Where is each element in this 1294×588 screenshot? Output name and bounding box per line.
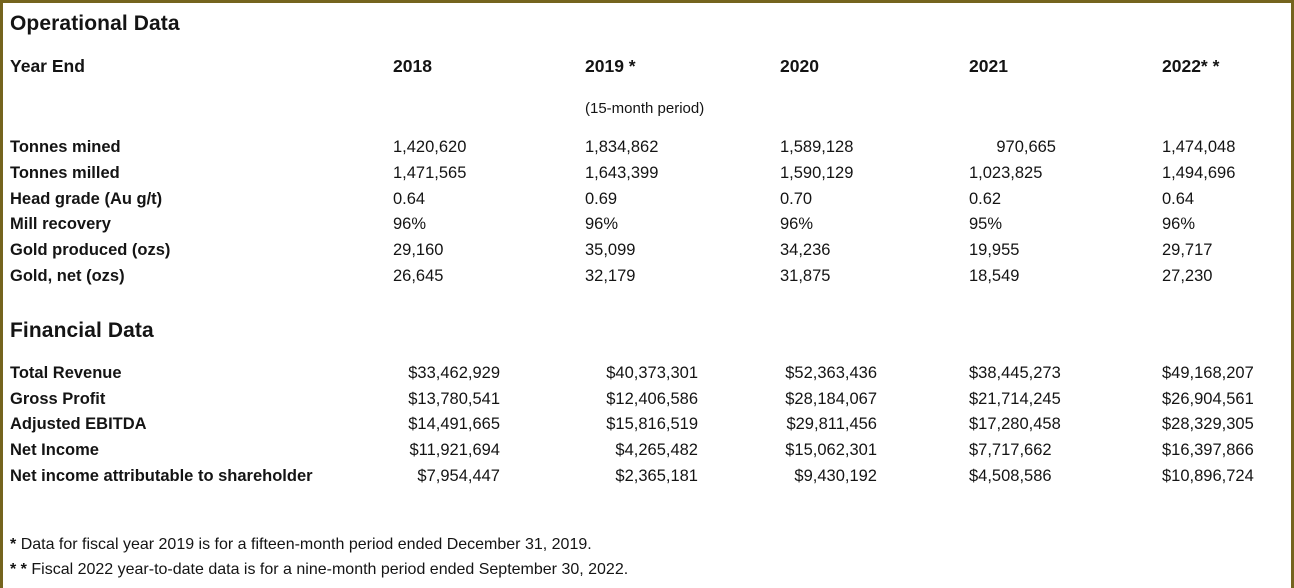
table-row: Total Revenue $33,462,929 $40,373,301 $5… — [10, 361, 1291, 387]
row-label: Net Income — [10, 441, 99, 460]
cell: $33,462,929 — [408, 363, 500, 382]
cell: $15,062,301 — [785, 441, 877, 460]
cell: 96% — [780, 215, 814, 234]
table-row: Tonnes mined 1,420,620 1,834,862 1,589,1… — [10, 135, 1291, 161]
row-label: Head grade (Au g/t) — [10, 189, 163, 208]
table-row: Head grade (Au g/t) 0.64 0.69 0.70 0.62 … — [10, 187, 1291, 213]
cell: 0.69 — [585, 189, 618, 208]
footnote-marker: * — [10, 535, 17, 553]
row-label: Tonnes milled — [10, 163, 120, 182]
footnote-2019: * Data for fiscal year 2019 is for a fif… — [10, 532, 1291, 557]
year-end-label: Year End — [10, 56, 85, 76]
cell: $13,780,541 — [408, 389, 500, 408]
cell: 35,099 — [585, 241, 636, 260]
cell: $16,397,866 — [1162, 441, 1254, 460]
cell: 18,549 — [969, 266, 1020, 285]
table-row: Net Income $11,921,694 $4,265,482 $15,06… — [10, 438, 1291, 464]
cell: 1,590,129 — [780, 163, 854, 182]
row-label: Total Revenue — [10, 363, 122, 382]
cell: 96% — [585, 215, 619, 234]
cell: $4,265,482 — [615, 441, 698, 460]
cell: 970,665 — [996, 138, 1056, 156]
cell: $26,904,561 — [1162, 389, 1254, 408]
operational-table: Tonnes mined 1,420,620 1,834,862 1,589,1… — [10, 135, 1291, 290]
year-header-2021: 2021 — [969, 56, 1008, 76]
cell: $28,184,067 — [785, 389, 877, 408]
table-row: Gold produced (ozs) 29,160 35,099 34,236… — [10, 238, 1291, 264]
cell: $10,896,724 — [1162, 466, 1254, 485]
period-note-2019: (15-month period) — [585, 100, 705, 117]
cell: 29,160 — [393, 241, 444, 260]
footnote-2022: * * Fiscal 2022 year-to-date data is for… — [10, 557, 1291, 582]
cell: 29,717 — [1162, 241, 1213, 260]
cell: $52,363,436 — [785, 363, 877, 382]
cell: 1,471,565 — [393, 163, 467, 182]
cell: 27,230 — [1162, 266, 1213, 285]
footnotes: * Data for fiscal year 2019 is for a fif… — [10, 532, 1291, 582]
cell: 1,474,048 — [1162, 138, 1236, 156]
section-title-financial: Financial Data — [10, 318, 154, 342]
table-row: Gold, net (ozs) 26,645 32,179 31,875 18,… — [10, 264, 1291, 290]
cell: 0.70 — [780, 189, 813, 208]
cell: $17,280,458 — [969, 415, 1061, 434]
footnote-marker: * * — [10, 560, 27, 578]
footnote-text: Data for fiscal year 2019 is for a fifte… — [20, 535, 592, 553]
cell: 19,955 — [969, 241, 1020, 260]
table-row: Mill recovery 96% 96% 96% 95% 96% — [10, 212, 1291, 238]
year-header-2022: 2022* * — [1162, 56, 1220, 76]
period-note-row: (15-month period) — [10, 98, 1291, 120]
cell: 0.64 — [393, 189, 426, 208]
cell: 95% — [969, 215, 1003, 234]
cell: $7,717,662 — [969, 441, 1052, 460]
cell: $49,168,207 — [1162, 363, 1254, 382]
cell: 0.64 — [1162, 189, 1195, 208]
row-label: Gold produced (ozs) — [10, 241, 171, 260]
financial-table: Total Revenue $33,462,929 $40,373,301 $5… — [10, 361, 1291, 490]
cell: $21,714,245 — [969, 389, 1061, 408]
cell: $28,329,305 — [1162, 415, 1254, 434]
table-row: Gross Profit $13,780,541 $12,406,586 $28… — [10, 387, 1291, 413]
cell: $14,491,665 — [408, 415, 500, 434]
cell: $4,508,586 — [969, 466, 1052, 485]
year-header-2020: 2020 — [780, 56, 819, 76]
cell: 1,834,862 — [585, 138, 659, 156]
table-row: Adjusted EBITDA $14,491,665 $15,816,519 … — [10, 412, 1291, 438]
cell: 1,643,399 — [585, 163, 659, 182]
cell: $2,365,181 — [615, 466, 698, 485]
cell: $11,921,694 — [409, 441, 500, 460]
cell: 1,589,128 — [780, 138, 854, 156]
table-row: Net income attributable to shareholder $… — [10, 464, 1291, 490]
cell: $9,430,192 — [794, 466, 877, 485]
row-label: Tonnes mined — [10, 138, 121, 156]
table-row: Tonnes milled 1,471,565 1,643,399 1,590,… — [10, 161, 1291, 187]
cell: 26,645 — [393, 266, 444, 285]
cell: 34,236 — [780, 241, 831, 260]
cell: 1,023,825 — [969, 163, 1043, 182]
cell: $15,816,519 — [606, 415, 698, 434]
cell: $38,445,273 — [969, 363, 1061, 382]
cell: 96% — [393, 215, 427, 234]
row-label: Gold, net (ozs) — [10, 266, 125, 285]
year-header-2019: 2019 * — [585, 56, 636, 76]
cell: $29,811,456 — [786, 415, 877, 434]
cell: $40,373,301 — [606, 363, 698, 382]
cell: 96% — [1162, 215, 1196, 234]
footnote-text: Fiscal 2022 year-to-date data is for a n… — [31, 560, 629, 578]
row-label: Adjusted EBITDA — [10, 415, 147, 434]
cell: $12,406,586 — [606, 389, 698, 408]
section-title-operational: Operational Data — [10, 12, 180, 35]
row-label: Net income attributable to shareholder — [10, 466, 313, 485]
row-label: Mill recovery — [10, 215, 111, 234]
row-label: Gross Profit — [10, 389, 106, 408]
cell: 1,494,696 — [1162, 163, 1236, 182]
cell: 31,875 — [780, 266, 831, 285]
cell: 1,420,620 — [393, 138, 467, 156]
cell: $7,954,447 — [417, 466, 500, 485]
cell: 0.62 — [969, 189, 1002, 208]
cell: 32,179 — [585, 266, 636, 285]
year-header-2018: 2018 — [393, 56, 432, 76]
year-header-row: Year End 2018 2019 * 2020 2021 2022* * — [10, 54, 1291, 78]
